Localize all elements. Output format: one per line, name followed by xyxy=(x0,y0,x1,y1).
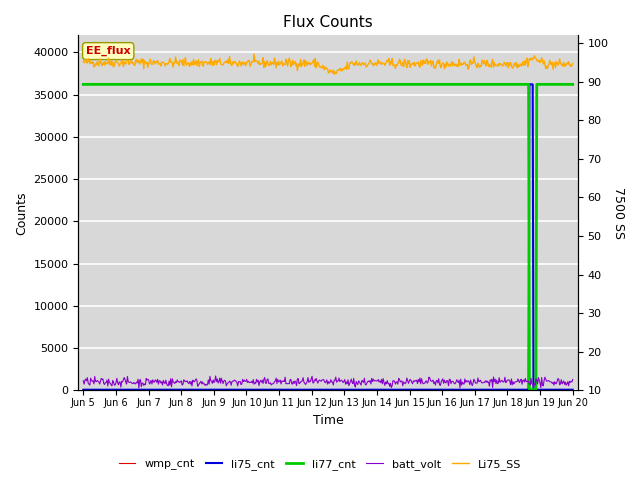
wmp_cnt xyxy=(79,387,87,393)
wmp_cnt xyxy=(569,387,577,393)
li75_cnt xyxy=(525,82,533,87)
wmp_cnt xyxy=(407,387,415,393)
Y-axis label: 7500 SS: 7500 SS xyxy=(612,187,625,239)
Li75_SS xyxy=(250,51,258,57)
li77_cnt xyxy=(569,82,577,87)
batt_volt xyxy=(79,378,87,384)
Li75_SS xyxy=(330,72,338,77)
Line: batt_volt: batt_volt xyxy=(83,376,573,388)
li75_cnt xyxy=(166,387,173,393)
batt_volt xyxy=(449,379,457,384)
Li75_SS xyxy=(79,58,87,64)
batt_volt xyxy=(569,377,577,383)
batt_volt xyxy=(206,373,214,379)
Legend: wmp_cnt, li75_cnt, li77_cnt, batt_volt, Li75_SS: wmp_cnt, li75_cnt, li77_cnt, batt_volt, … xyxy=(115,455,525,474)
wmp_cnt xyxy=(399,387,406,393)
li75_cnt xyxy=(368,387,376,393)
wmp_cnt xyxy=(301,387,308,393)
Line: li77_cnt: li77_cnt xyxy=(83,84,573,390)
Text: EE_flux: EE_flux xyxy=(86,46,131,56)
Li75_SS xyxy=(205,60,213,65)
batt_volt xyxy=(135,385,143,391)
wmp_cnt xyxy=(166,387,173,393)
Line: li75_cnt: li75_cnt xyxy=(83,84,573,390)
li77_cnt xyxy=(205,82,213,87)
batt_volt xyxy=(303,380,310,386)
X-axis label: Time: Time xyxy=(312,414,344,427)
li77_cnt xyxy=(368,82,376,87)
wmp_cnt xyxy=(449,387,457,393)
li77_cnt xyxy=(79,82,87,87)
batt_volt xyxy=(408,379,415,385)
li77_cnt xyxy=(525,387,533,393)
li75_cnt xyxy=(406,387,414,393)
Y-axis label: Counts: Counts xyxy=(15,191,28,235)
Li75_SS xyxy=(569,60,577,66)
li75_cnt xyxy=(301,387,308,393)
Li75_SS xyxy=(166,56,173,61)
wmp_cnt xyxy=(419,387,426,393)
li77_cnt xyxy=(406,82,414,87)
Line: Li75_SS: Li75_SS xyxy=(83,54,573,74)
Title: Flux Counts: Flux Counts xyxy=(283,15,373,30)
batt_volt xyxy=(167,376,175,382)
Li75_SS xyxy=(408,61,415,67)
batt_volt xyxy=(369,376,377,382)
batt_volt xyxy=(212,373,220,379)
Li75_SS xyxy=(449,60,457,66)
li77_cnt xyxy=(448,82,456,87)
li77_cnt xyxy=(166,82,173,87)
li75_cnt xyxy=(205,387,213,393)
Li75_SS xyxy=(301,58,309,63)
li75_cnt xyxy=(448,387,456,393)
li75_cnt xyxy=(79,387,87,393)
li75_cnt xyxy=(569,387,577,393)
Li75_SS xyxy=(369,63,377,69)
wmp_cnt xyxy=(368,387,376,393)
li77_cnt xyxy=(301,82,308,87)
wmp_cnt xyxy=(205,387,213,393)
